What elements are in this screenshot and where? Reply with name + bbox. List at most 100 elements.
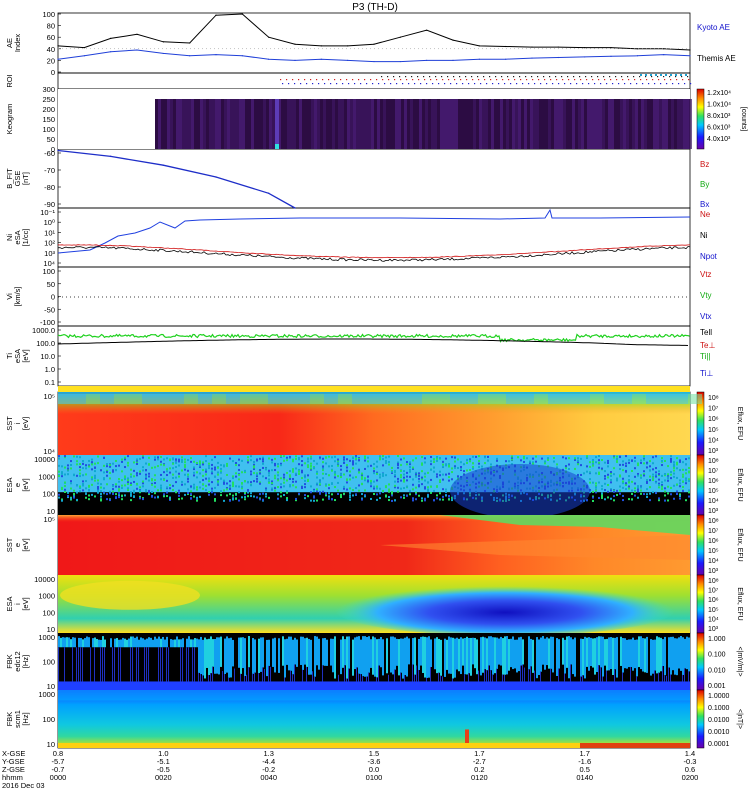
esa-e-pixel	[328, 492, 330, 495]
esa-e-pixel	[64, 455, 66, 458]
esa-e-pixel	[79, 486, 81, 489]
esa-e-pixel	[640, 459, 642, 462]
keogram-column	[446, 99, 449, 149]
sst-i-cell	[254, 394, 268, 404]
esa-e-pixel	[151, 483, 153, 486]
esa-e-pixel	[142, 455, 144, 458]
esa-e-pixel	[400, 474, 402, 477]
esa-e-pixel	[118, 480, 120, 483]
esa-e-pixel	[142, 456, 144, 459]
esa-e-pixel	[241, 487, 243, 490]
esa-e-pixel	[463, 463, 465, 466]
ae-data-point	[57, 45, 59, 47]
ytick-label-ni: 10¹	[44, 228, 55, 237]
esa-e-pixel	[664, 459, 666, 462]
esa-e-pixel	[589, 489, 591, 492]
esa-e-pixel	[268, 469, 270, 472]
colorbar-tick-esa_e: 10⁷	[708, 468, 719, 475]
esa-e-pixel	[262, 492, 264, 495]
esa-e-pixel	[373, 480, 375, 483]
esa-e-pixel	[295, 486, 297, 489]
keogram-column	[662, 99, 665, 149]
esa-e-pixel	[604, 477, 606, 480]
esa-e-pixel	[172, 473, 174, 476]
roi-dot	[634, 79, 636, 81]
fbk-e-column	[644, 638, 646, 673]
esa-e-pixel	[547, 457, 549, 460]
fbk-e-column	[562, 637, 564, 665]
fbk-e-column	[232, 639, 234, 667]
fbk-e-column-low	[162, 647, 163, 682]
fbk-e-column	[436, 637, 438, 674]
esa-e-pixel	[310, 499, 312, 502]
keogram-column	[632, 99, 635, 149]
esa-e-pixel	[352, 457, 354, 460]
fbk-e-column-low	[112, 647, 113, 682]
fbk-e-column-low	[180, 647, 181, 682]
esa-e-pixel	[211, 489, 213, 492]
esa-e-pixel	[304, 483, 306, 486]
ylabel-fbk_e: FBK	[5, 654, 14, 669]
keogram-column	[182, 99, 185, 149]
fbk-e-column	[466, 636, 468, 675]
esa-e-pixel	[142, 480, 144, 483]
esa-e-pixel	[664, 487, 666, 490]
roi-dot	[438, 83, 440, 85]
esa-e-pixel	[610, 481, 612, 484]
esa-e-pixel	[409, 470, 411, 473]
esa-e-pixel	[97, 485, 99, 488]
esa-e-pixel	[244, 493, 246, 496]
ae-data-point	[268, 58, 270, 60]
esa-e-pixel	[211, 472, 213, 475]
fbk-e-column	[80, 638, 82, 648]
esa-e-pixel	[253, 468, 255, 471]
esa-e-pixel	[151, 478, 153, 481]
roi-dot	[393, 76, 395, 78]
roi-dot	[382, 79, 384, 81]
fbk-e-column-low	[200, 674, 201, 682]
esa-e-pixel	[283, 473, 285, 476]
ytick-label-ti: 1000.0	[32, 326, 55, 335]
keogram-column	[380, 99, 383, 149]
esa-e-pixel	[178, 475, 180, 478]
fbk-e-column	[460, 637, 462, 675]
esa-e-pixel	[232, 481, 234, 484]
roi-dot	[663, 76, 665, 78]
roi-dot	[298, 79, 300, 81]
esa-e-pixel	[688, 478, 690, 481]
fbk-e-column-low	[224, 674, 225, 682]
fbk-e-column-low	[440, 675, 441, 682]
esa-e-pixel	[127, 483, 129, 486]
esa-e-pixel	[172, 484, 174, 487]
fbk-e-column-low	[158, 647, 159, 682]
roi-dot	[442, 79, 444, 81]
keogram-column	[467, 99, 470, 149]
esa-e-pixel	[343, 458, 345, 461]
esa-e-pixel	[634, 487, 636, 490]
esa-e-pixel	[472, 455, 474, 458]
esa-e-pixel	[346, 458, 348, 461]
esa-e-pixel	[640, 485, 642, 488]
esa-e-pixel	[121, 498, 123, 501]
esa-e-pixel	[100, 499, 102, 502]
esa-e-pixel	[73, 496, 75, 499]
esa-e-pixel	[676, 461, 678, 464]
esa-e-pixel	[283, 478, 285, 481]
esa-e-pixel	[292, 477, 294, 480]
fbk-e-column	[488, 636, 490, 666]
fbk-e-column	[636, 639, 638, 677]
roi-dot	[432, 83, 434, 85]
esa-e-pixel	[643, 493, 645, 496]
esa-e-pixel	[148, 489, 150, 492]
fbk-e-column	[352, 639, 354, 676]
roi-dot	[471, 76, 473, 78]
fbk-e-column	[672, 636, 674, 671]
roi-dot	[346, 79, 348, 81]
esa-e-pixel	[391, 492, 393, 495]
esa-e-pixel	[157, 496, 159, 499]
esa-e-pixel	[244, 469, 246, 472]
esa-e-pixel	[664, 490, 666, 493]
esa-e-pixel	[253, 472, 255, 475]
esa-e-pixel	[295, 497, 297, 500]
esa-e-pixel	[364, 459, 366, 462]
